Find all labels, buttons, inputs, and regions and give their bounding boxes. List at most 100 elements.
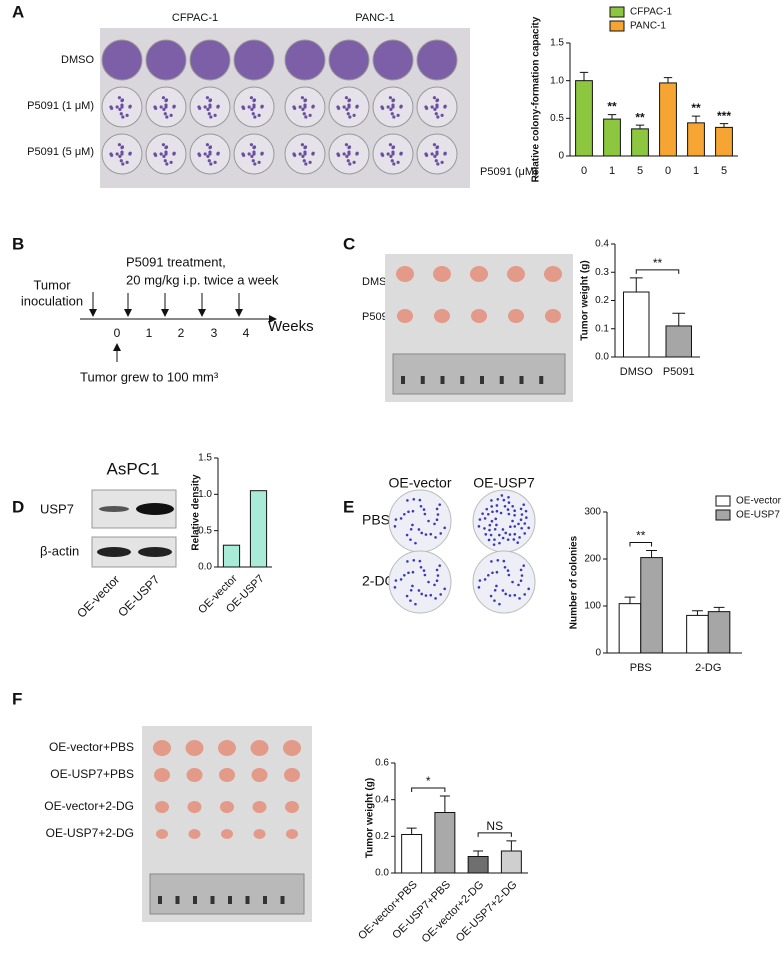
colony <box>513 509 516 513</box>
colony <box>496 558 500 562</box>
colony <box>411 523 414 527</box>
colony <box>429 532 433 536</box>
colony <box>355 151 359 155</box>
colony <box>399 104 403 108</box>
colony <box>409 588 413 592</box>
error-bar <box>579 71 589 81</box>
colony <box>213 160 217 164</box>
tumor <box>285 801 299 813</box>
row-label: USP7 <box>40 501 74 516</box>
colony <box>293 106 297 110</box>
plate <box>416 39 458 81</box>
colony <box>438 503 442 506</box>
lane-label: OE-USP7 <box>115 572 162 619</box>
colony <box>250 154 254 158</box>
colony <box>216 104 220 108</box>
legend-label: PANC-1 <box>630 21 666 32</box>
significance: ** <box>636 529 646 543</box>
panel-label: E <box>343 497 354 516</box>
tumor <box>252 801 267 813</box>
colony <box>198 106 202 110</box>
colony <box>419 565 423 569</box>
ruler-digit <box>280 896 285 904</box>
y-axis-label: Relative colony-formation capacity <box>531 16 542 182</box>
colony <box>346 112 350 116</box>
colony <box>301 107 305 111</box>
colony <box>434 159 438 163</box>
tumor <box>186 768 203 782</box>
colony <box>257 160 261 164</box>
bar <box>401 834 423 874</box>
colony <box>503 504 507 508</box>
colony <box>519 579 523 583</box>
colony <box>501 536 505 540</box>
bar <box>500 850 522 874</box>
y-tick-label: 300 <box>584 507 601 518</box>
colony <box>345 154 349 158</box>
colony <box>405 594 409 598</box>
colony <box>423 512 427 516</box>
colony <box>164 99 168 103</box>
colony <box>520 526 523 530</box>
error-bar <box>624 596 636 604</box>
colony <box>433 154 437 158</box>
colony <box>165 162 169 166</box>
tumor <box>433 266 451 282</box>
tumor <box>471 309 487 323</box>
colony <box>519 507 523 511</box>
colony <box>342 152 346 156</box>
y-tick-label: 0.5 <box>550 113 564 124</box>
legend-swatch <box>715 495 731 507</box>
colony <box>216 151 220 155</box>
tumor <box>397 309 413 323</box>
colony <box>125 113 129 117</box>
colony <box>110 153 114 157</box>
legend-swatch <box>609 6 625 18</box>
colony <box>337 153 341 157</box>
timeline-axis-label: Weeks <box>268 318 314 335</box>
colony <box>435 568 439 572</box>
column-label: PANC-1 <box>355 12 395 24</box>
bar <box>467 856 489 874</box>
colony <box>434 536 437 539</box>
ruler-digit <box>158 896 162 904</box>
colony <box>390 159 394 163</box>
x-tick-label: 2-DG <box>695 662 721 674</box>
colony <box>409 527 413 531</box>
colony <box>491 510 494 514</box>
colony <box>390 112 394 116</box>
colony <box>396 160 400 164</box>
colony <box>430 152 434 156</box>
colony <box>439 532 443 535</box>
colony <box>260 151 264 155</box>
colony <box>394 518 398 521</box>
colony <box>489 533 493 537</box>
colony <box>391 103 395 107</box>
tumor <box>251 768 268 782</box>
legend-swatch <box>609 20 625 32</box>
x-tick-label: OE-vector+PBS <box>356 879 420 943</box>
colony <box>125 160 129 164</box>
tumor <box>545 309 561 323</box>
colony <box>435 99 439 103</box>
colony <box>128 151 132 155</box>
colony <box>348 115 352 119</box>
tumor <box>434 309 450 323</box>
colony <box>498 533 501 537</box>
tumor <box>220 801 234 813</box>
colony <box>493 527 497 531</box>
y-tick-label: 0.5 <box>198 525 212 536</box>
colony <box>418 559 422 563</box>
tumor <box>396 266 414 282</box>
ruler-digit <box>228 896 232 904</box>
colony <box>414 541 417 545</box>
colony <box>120 150 124 154</box>
colony <box>161 96 166 100</box>
colony <box>257 113 261 117</box>
colony <box>524 509 528 513</box>
column-label: OE-USP7 <box>473 475 535 491</box>
colony <box>162 154 166 158</box>
significance-bracket <box>477 832 512 837</box>
colony <box>501 528 505 531</box>
x-tick-label: PBS <box>630 662 652 674</box>
